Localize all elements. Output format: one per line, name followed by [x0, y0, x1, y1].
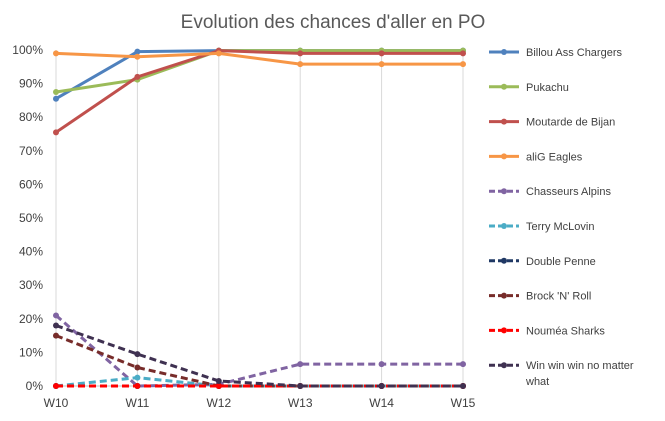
- data-point: [215, 383, 222, 389]
- legend-label: Chasseurs Alpins: [526, 186, 611, 198]
- data-point: [460, 383, 466, 389]
- legend-item: Win win win no matter what: [489, 360, 634, 388]
- legend-item: Moutarde de Bijan: [489, 117, 615, 129]
- legend-label: Double Penne: [526, 256, 596, 268]
- y-tick-label: 100%: [12, 43, 43, 57]
- y-tick-label: 90%: [19, 77, 43, 91]
- axes: 0% 10% 20% 30% 40% 50% 60% 70% 80% 90% 100% W10 W11 W…: [12, 43, 475, 410]
- data-point: [53, 383, 59, 389]
- series-2: [53, 47, 466, 136]
- x-tick-label: W13: [288, 396, 313, 410]
- series-line: [54, 51, 465, 66]
- data-point: [134, 383, 141, 389]
- legend-marker: [501, 188, 507, 195]
- legend-label: Moutarde de Bijan: [526, 117, 615, 129]
- series-group: [53, 47, 466, 389]
- series-4: [53, 312, 466, 389]
- data-point: [134, 364, 141, 371]
- x-tick-label: W12: [206, 396, 231, 410]
- data-point: [53, 312, 59, 319]
- legend-marker: [501, 223, 507, 229]
- legend-marker: [501, 118, 507, 125]
- series-line: [54, 49, 465, 134]
- series-3: [53, 50, 466, 68]
- chart-title: Evolution des chances d'aller en PO: [181, 12, 486, 33]
- y-tick-label: 70%: [19, 144, 43, 158]
- legend-label: aliG Eagles: [526, 151, 583, 163]
- data-point: [297, 61, 304, 68]
- series-line: [55, 314, 463, 388]
- series-9: [53, 322, 466, 389]
- legend-item: Nouméa Sharks: [489, 325, 605, 337]
- y-tick-label: 40%: [19, 245, 43, 259]
- x-tick-label: W10: [44, 396, 69, 410]
- data-point: [134, 73, 141, 80]
- data-point: [134, 53, 141, 60]
- legend-item: Billou Ass Chargers: [489, 47, 622, 59]
- data-point: [460, 361, 466, 368]
- legend-marker: [501, 362, 507, 369]
- data-point: [53, 322, 59, 329]
- series-line: [55, 324, 463, 388]
- y-tick-label: 80%: [19, 110, 43, 124]
- data-point: [53, 129, 59, 136]
- legend-item: Pukachu: [489, 82, 569, 94]
- legend-label: Pukachu: [526, 82, 569, 94]
- grid: [55, 50, 464, 386]
- data-point: [53, 95, 59, 102]
- x-tick-label: W14: [369, 396, 394, 410]
- data-point: [134, 374, 141, 381]
- data-point: [297, 361, 304, 368]
- legend: Billou Ass Chargers Pukachu Moutarde de Bi…: [489, 47, 634, 388]
- data-point: [297, 383, 304, 389]
- y-tick-label: 10%: [19, 345, 43, 359]
- x-tick-label: W15: [451, 396, 476, 410]
- data-point: [378, 61, 385, 68]
- y-tick-label: 0%: [26, 379, 44, 393]
- legend-marker: [501, 49, 507, 55]
- data-point: [460, 61, 466, 68]
- legend-marker: [501, 83, 507, 90]
- legend-item: aliG Eagles: [489, 151, 583, 163]
- data-point: [215, 377, 222, 384]
- y-tick-label: 60%: [19, 177, 43, 191]
- y-tick-label: 30%: [19, 278, 43, 292]
- legend-marker: [501, 327, 507, 334]
- legend-item: Brock 'N' Roll: [489, 291, 591, 303]
- legend-marker: [501, 257, 507, 264]
- legend-label: Billou Ass Chargers: [526, 47, 622, 59]
- data-point: [378, 361, 385, 368]
- legend-label: Brock 'N' Roll: [526, 291, 591, 303]
- data-point: [134, 351, 141, 358]
- legend-item: Terry McLovin: [489, 221, 594, 233]
- legend-item: Double Penne: [489, 256, 596, 268]
- legend-label: Nouméa Sharks: [526, 325, 605, 337]
- y-tick-label: 20%: [19, 312, 43, 326]
- data-point: [460, 50, 466, 57]
- data-point: [378, 50, 385, 57]
- data-point: [297, 50, 304, 57]
- legend-label: Win win win no matter what: [525, 360, 634, 388]
- legend-marker: [501, 292, 507, 299]
- data-point: [53, 332, 59, 339]
- data-point: [134, 48, 141, 55]
- x-tick-label: W11: [126, 396, 150, 410]
- data-point: [53, 89, 59, 95]
- legend-label: Terry McLovin: [526, 221, 594, 233]
- legend-item: Chasseurs Alpins: [489, 186, 611, 198]
- data-point: [215, 50, 222, 57]
- legend-marker: [501, 153, 507, 160]
- y-tick-label: 50%: [19, 211, 43, 225]
- data-point: [378, 383, 385, 389]
- data-point: [53, 50, 59, 57]
